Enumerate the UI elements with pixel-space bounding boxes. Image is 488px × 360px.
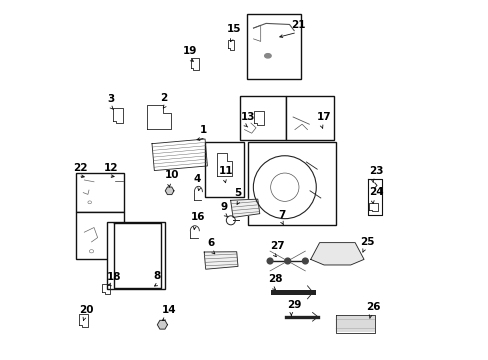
Text: 7: 7 (278, 210, 285, 220)
Text: 20: 20 (80, 305, 94, 315)
Text: 3: 3 (107, 94, 115, 104)
Bar (285, 96, 333, 140)
Text: 11: 11 (219, 166, 233, 176)
Bar (107, 222, 164, 289)
Polygon shape (310, 243, 363, 265)
Circle shape (302, 258, 307, 264)
Text: 19: 19 (183, 46, 197, 56)
Text: 4: 4 (193, 174, 201, 184)
Ellipse shape (264, 54, 270, 58)
Text: 17: 17 (316, 112, 330, 122)
Text: 13: 13 (241, 112, 255, 122)
Bar (240, 96, 285, 140)
Text: 23: 23 (368, 166, 383, 176)
Text: 5: 5 (233, 188, 241, 198)
Bar (204, 142, 244, 197)
Text: 15: 15 (226, 24, 241, 34)
Text: 24: 24 (368, 187, 383, 197)
Text: 2: 2 (160, 93, 167, 103)
Text: 1: 1 (199, 125, 206, 135)
Polygon shape (204, 252, 238, 269)
Polygon shape (230, 199, 259, 217)
Circle shape (284, 258, 290, 264)
Text: 27: 27 (269, 241, 284, 251)
Text: 9: 9 (220, 202, 227, 212)
Polygon shape (165, 187, 174, 194)
Bar (76, 173, 123, 212)
Text: 28: 28 (267, 274, 282, 284)
Text: 26: 26 (366, 302, 380, 312)
Text: 12: 12 (103, 163, 118, 173)
Text: 16: 16 (190, 212, 204, 222)
Text: 25: 25 (359, 237, 373, 247)
Text: 10: 10 (164, 170, 179, 180)
Text: 18: 18 (107, 271, 121, 282)
Bar (247, 142, 336, 225)
Bar (76, 212, 123, 259)
Text: 14: 14 (162, 305, 176, 315)
Text: 22: 22 (73, 163, 88, 173)
Polygon shape (157, 320, 167, 329)
Text: 29: 29 (286, 300, 301, 310)
Text: 6: 6 (207, 238, 215, 248)
Text: 21: 21 (291, 19, 305, 30)
Bar (247, 14, 301, 79)
Text: 8: 8 (153, 271, 161, 281)
Circle shape (266, 258, 272, 264)
